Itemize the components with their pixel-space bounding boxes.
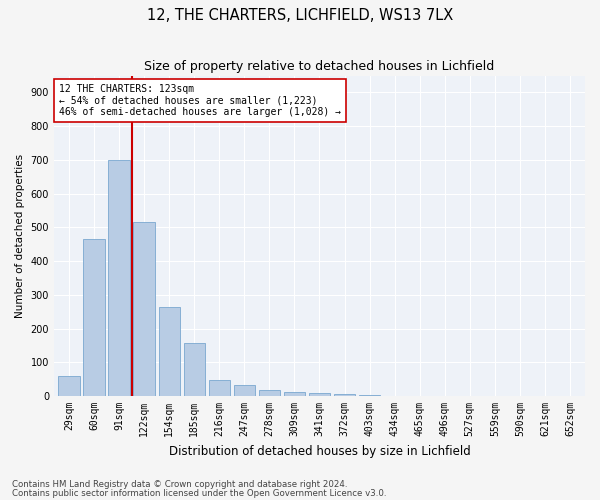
- Text: Contains public sector information licensed under the Open Government Licence v3: Contains public sector information licen…: [12, 488, 386, 498]
- Bar: [284, 392, 305, 396]
- Bar: [83, 239, 104, 396]
- Bar: [334, 394, 355, 396]
- Bar: [184, 343, 205, 396]
- Bar: [109, 160, 130, 396]
- Text: 12 THE CHARTERS: 123sqm
← 54% of detached houses are smaller (1,223)
46% of semi: 12 THE CHARTERS: 123sqm ← 54% of detache…: [59, 84, 341, 117]
- Y-axis label: Number of detached properties: Number of detached properties: [15, 154, 25, 318]
- Title: Size of property relative to detached houses in Lichfield: Size of property relative to detached ho…: [145, 60, 494, 73]
- Bar: [309, 392, 330, 396]
- Bar: [209, 380, 230, 396]
- Bar: [259, 390, 280, 396]
- Text: Contains HM Land Registry data © Crown copyright and database right 2024.: Contains HM Land Registry data © Crown c…: [12, 480, 347, 489]
- Bar: [133, 222, 155, 396]
- Bar: [58, 376, 80, 396]
- Bar: [233, 385, 255, 396]
- Text: 12, THE CHARTERS, LICHFIELD, WS13 7LX: 12, THE CHARTERS, LICHFIELD, WS13 7LX: [147, 8, 453, 22]
- X-axis label: Distribution of detached houses by size in Lichfield: Distribution of detached houses by size …: [169, 444, 470, 458]
- Bar: [158, 306, 180, 396]
